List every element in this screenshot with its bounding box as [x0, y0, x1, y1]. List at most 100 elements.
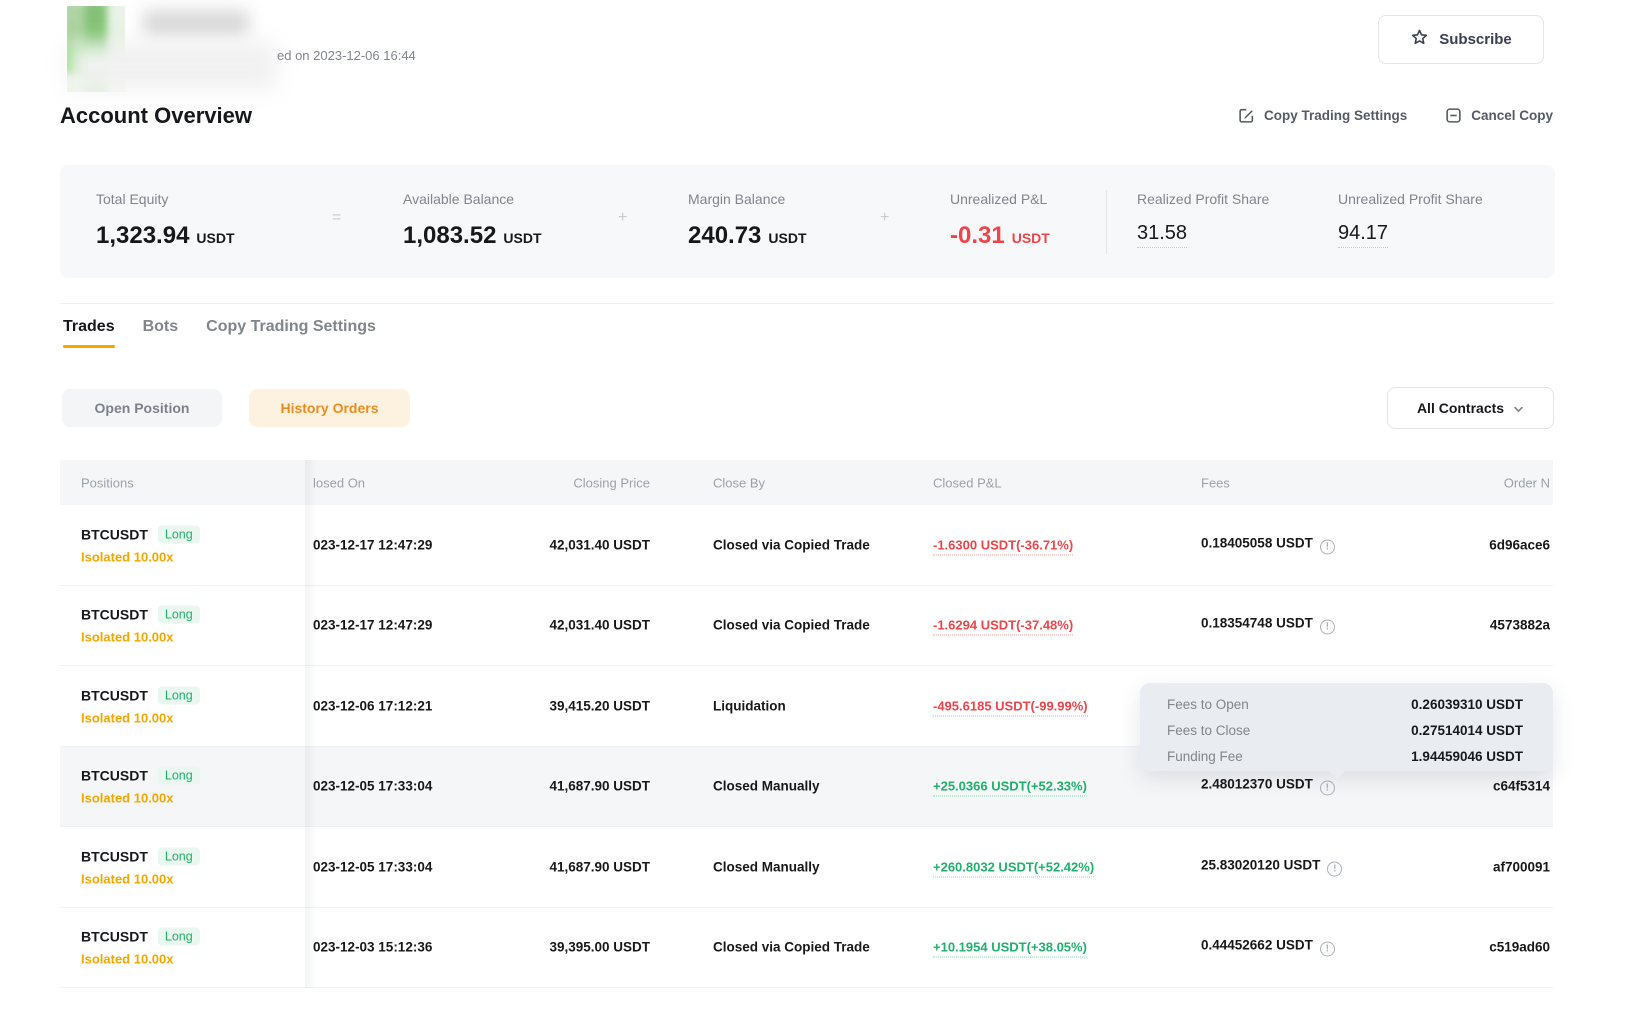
order-no-cell: c64f5314 — [1492, 778, 1550, 794]
column-header: Order N — [1503, 475, 1550, 490]
margin-leverage: Isolated 10.00x — [81, 629, 174, 645]
tooltip-row: Funding Fee 1.94459046 USDT — [1140, 743, 1553, 769]
cancel-copy-link[interactable]: Cancel Copy — [1445, 107, 1553, 124]
pair-symbol: BTCUSDT — [81, 767, 148, 784]
stat-item: Realized Profit Share 31.58 — [1137, 191, 1269, 248]
stat-unit: USDT — [196, 230, 235, 246]
margin-leverage: Isolated 10.00x — [81, 549, 174, 565]
stat-value[interactable]: 31.58 — [1137, 222, 1188, 248]
side-badge: Long — [157, 686, 200, 705]
column-header: losed On — [313, 475, 366, 490]
column-header: Close By — [713, 475, 766, 490]
closed-pnl-cell[interactable]: +25.0366 USDT(+52.33%) — [933, 778, 1087, 797]
fees-cell: 25.83020120 USDT! — [1201, 857, 1343, 877]
pair-symbol: BTCUSDT — [81, 848, 148, 865]
stat-item: Unrealized P&L -0.31 USDT — [950, 191, 1050, 250]
closed-pnl-value: -1.6294 USDT(-37.48%) — [933, 617, 1074, 636]
table-row[interactable]: BTCUSDT Long Isolated 10.00x 023-12-17 1… — [60, 505, 1553, 586]
subscribe-label: Subscribe — [1439, 31, 1512, 48]
history-orders-table: Positions losed On Closing Price Close By Cl… — [60, 460, 1553, 988]
margin-leverage: Isolated 10.00x — [81, 790, 174, 806]
stat-label: Unrealized P&L — [950, 191, 1048, 207]
order-no-cell: 6d96ace6 — [1489, 537, 1550, 553]
stat-separator: + — [880, 209, 890, 226]
tooltip-label: Fees to Open — [1167, 696, 1249, 712]
side-badge: Long — [157, 525, 200, 544]
stat-value: 1,083.52 — [403, 222, 497, 249]
stat-value[interactable]: 94.17 — [1338, 222, 1389, 248]
contracts-dropdown[interactable]: All Contracts — [1387, 387, 1554, 429]
tooltip-row: Fees to Open 0.26039310 USDT — [1140, 691, 1553, 717]
tab-bots[interactable]: Bots — [142, 318, 179, 335]
column-header: Closing Price — [573, 475, 650, 490]
side-badge: Long — [157, 927, 200, 946]
order-no-cell: af700091 — [1492, 859, 1550, 875]
tooltip-label: Funding Fee — [1167, 748, 1243, 764]
stat-unit: USDT — [1011, 230, 1050, 246]
close-by-cell: Closed via Copied Trade — [713, 537, 870, 553]
trader-name-blurred — [143, 10, 249, 37]
column-header: Positions — [81, 475, 134, 490]
table-row[interactable]: BTCUSDT Long Isolated 10.00x 023-12-17 1… — [60, 585, 1553, 666]
stat-item: Margin Balance 240.73 USDT — [688, 191, 807, 250]
minus-square-icon — [1445, 107, 1462, 124]
stat-value: -0.31 — [950, 222, 1005, 249]
side-badge: Long — [157, 766, 200, 785]
closed-pnl-value: +260.8032 USDT(+52.42%) — [933, 859, 1095, 878]
trader-subtitle-blurred — [68, 42, 276, 90]
fees-cell: 0.44452662 USDT! — [1201, 938, 1335, 957]
tab-trades[interactable]: Trades — [63, 318, 115, 348]
info-icon[interactable]: ! — [1319, 780, 1335, 796]
closed-on-cell: 023-12-17 12:47:29 — [313, 537, 433, 553]
table-header: Positions losed On Closing Price Close By Cl… — [60, 460, 1553, 505]
history-orders-button[interactable]: History Orders — [249, 389, 410, 427]
closed-pnl-cell[interactable]: +260.8032 USDT(+52.42%) — [933, 859, 1095, 878]
stat-value: 1,323.94 — [96, 222, 190, 249]
close-by-cell: Liquidation — [713, 698, 786, 714]
closed-on-cell: 023-12-05 17:33:04 — [313, 859, 433, 875]
stats-divider — [1106, 190, 1107, 254]
copy-trading-settings-link[interactable]: Copy Trading Settings — [1238, 107, 1407, 124]
fees-tooltip: Fees to Open 0.26039310 USDT Fees to Close… — [1140, 683, 1553, 779]
margin-leverage: Isolated 10.00x — [81, 710, 174, 726]
positions-cell: BTCUSDT Long Isolated 10.00x — [81, 605, 200, 645]
tab-copy-trading-settings[interactable]: Copy Trading Settings — [206, 318, 376, 335]
column-header: Fees — [1201, 475, 1230, 490]
closed-on-cell: 023-12-17 12:47:29 — [313, 617, 433, 633]
overview-actions: Copy Trading Settings Cancel Copy — [1238, 107, 1553, 124]
close-by-cell: Closed Manually — [713, 859, 820, 875]
stat-label: Total Equity — [96, 191, 169, 207]
order-no-cell: c519ad60 — [1489, 939, 1550, 955]
fees-cell: 2.48012370 USDT! — [1201, 777, 1335, 796]
tabs: Trades Bots Copy Trading Settings — [63, 318, 376, 348]
stat-label: Realized Profit Share — [1137, 191, 1270, 207]
closed-pnl-cell[interactable]: -1.6300 USDT(-36.71%) — [933, 537, 1074, 556]
subscribe-button[interactable]: Subscribe — [1378, 15, 1544, 64]
info-icon[interactable]: ! — [1319, 941, 1335, 957]
closing-price-cell: 41,687.90 USDT — [549, 778, 650, 794]
stat-label: Margin Balance — [688, 191, 786, 207]
table-row[interactable]: BTCUSDT Long Isolated 10.00x 023-12-03 1… — [60, 907, 1553, 988]
copy-trading-settings-label: Copy Trading Settings — [1263, 108, 1408, 123]
stat-item: Available Balance 1,083.52 USDT — [403, 191, 542, 250]
closed-pnl-cell[interactable]: -1.6294 USDT(-37.48%) — [933, 617, 1074, 636]
fees-cell: 0.18405058 USDT! — [1201, 535, 1335, 555]
copied-on-text: ed on 2023-12-06 16:44 — [277, 48, 416, 63]
close-by-cell: Closed via Copied Trade — [713, 939, 870, 955]
open-position-button[interactable]: Open Position — [62, 389, 222, 427]
closed-pnl-cell[interactable]: +10.1954 USDT(+38.05%) — [933, 939, 1087, 958]
fees-value: 2.48012370 USDT — [1201, 776, 1313, 792]
edit-icon — [1238, 107, 1255, 124]
stat-separator: + — [618, 209, 628, 226]
fees-tooltip-rows: Fees to Open 0.26039310 USDT Fees to Close… — [1140, 691, 1553, 769]
closing-price-cell: 42,031.40 USDT — [549, 537, 650, 553]
info-icon[interactable]: ! — [1319, 619, 1335, 635]
info-icon[interactable]: ! — [1327, 861, 1343, 877]
margin-leverage: Isolated 10.00x — [81, 951, 174, 967]
star-icon — [1410, 28, 1429, 51]
close-by-cell: Closed Manually — [713, 778, 820, 794]
pair-symbol: BTCUSDT — [81, 687, 148, 704]
info-icon[interactable]: ! — [1319, 539, 1335, 555]
table-row[interactable]: BTCUSDT Long Isolated 10.00x 023-12-05 1… — [60, 827, 1553, 908]
closed-pnl-cell[interactable]: -495.6185 USDT(-99.99%) — [933, 698, 1088, 717]
